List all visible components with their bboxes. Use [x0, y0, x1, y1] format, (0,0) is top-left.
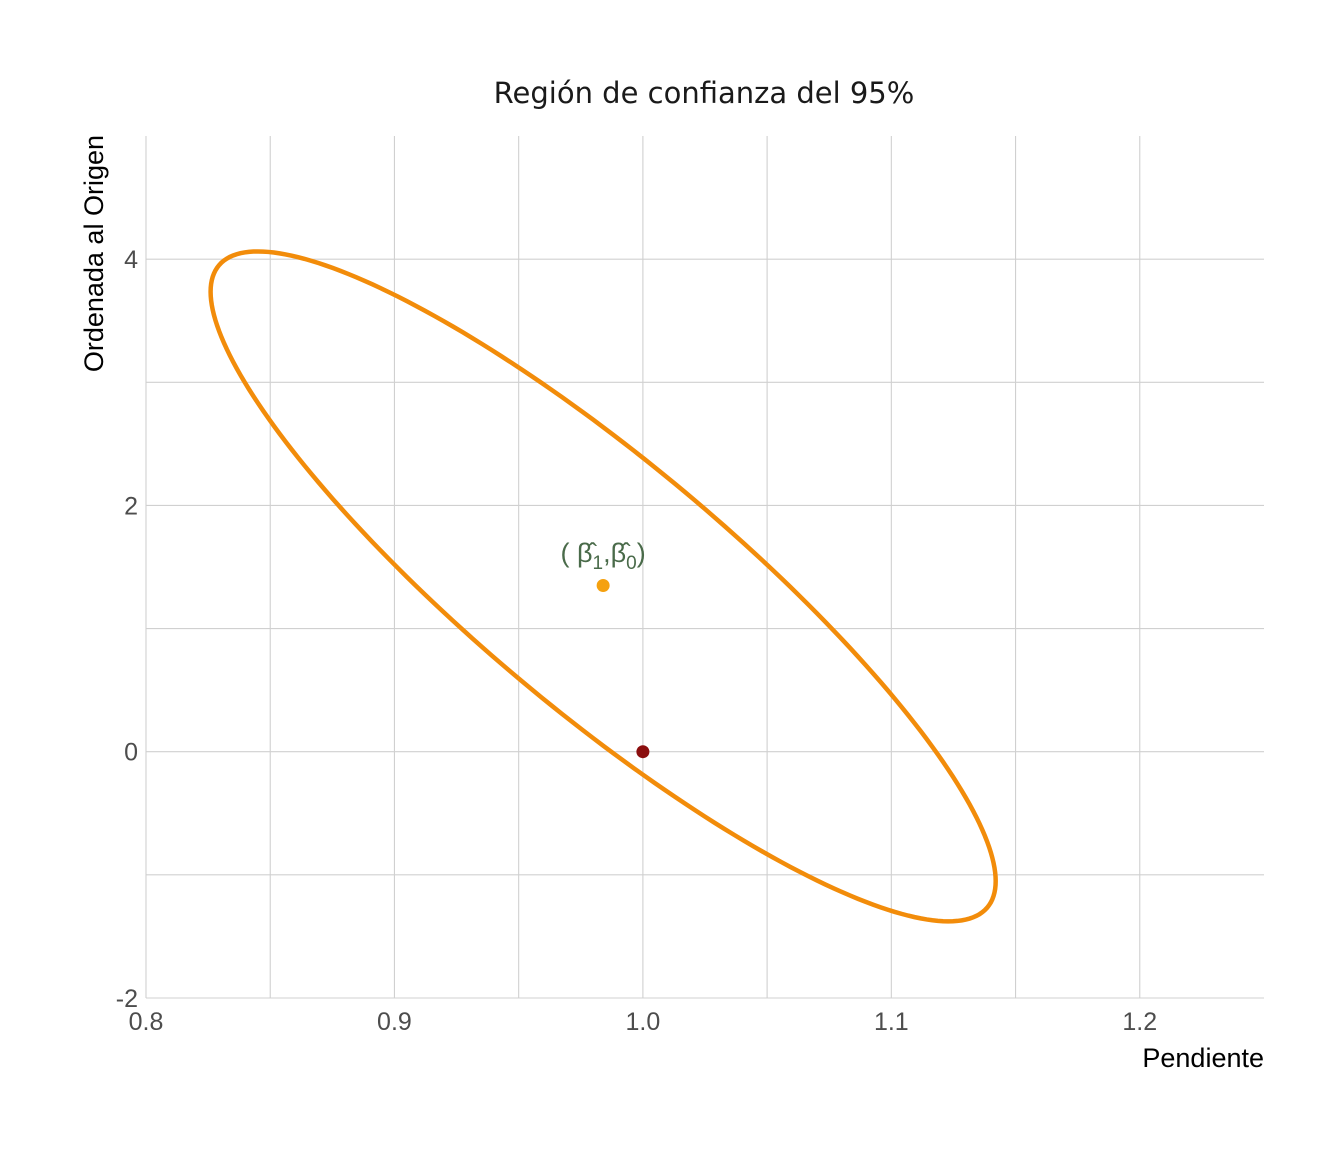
annotation-open-paren: ( — [561, 538, 578, 568]
annotation-subscript-0: 0 — [626, 553, 637, 574]
grid-lines — [145, 136, 1264, 999]
annotation-subscript-1: 1 — [593, 553, 604, 574]
annotation-close-paren: ) — [637, 538, 646, 568]
estimate-annotation: ( β̂1,β̂0) — [561, 538, 646, 574]
true-value-point — [636, 745, 650, 759]
y-tick-label: 0 — [124, 739, 138, 767]
annotation-comma: , — [603, 538, 611, 568]
y-tick-label: -2 — [116, 985, 138, 1013]
y-axis-title: Ordenada al Origen — [79, 135, 109, 372]
x-tick-label: 0.8 — [129, 1008, 164, 1036]
estimate-point — [596, 578, 610, 592]
x-tick-label: 1.1 — [874, 1008, 909, 1036]
chart-title: Región de confianza del 95% — [494, 76, 915, 110]
annotation-beta1-hat: β̂ — [577, 538, 598, 568]
confidence-ellipse — [208, 249, 998, 924]
points-layer — [596, 578, 650, 759]
x-axis-tick-labels: 0.8 0.9 1.0 1.1 1.2 — [129, 1008, 1158, 1036]
confidence-ellipse-layer — [208, 249, 998, 924]
y-axis-tick-labels: -2 0 2 4 — [116, 246, 138, 1013]
y-tick-label: 4 — [124, 246, 138, 274]
x-tick-label: 1.0 — [626, 1008, 661, 1036]
x-tick-label: 0.9 — [377, 1008, 412, 1036]
x-axis-title: Pendiente — [1142, 1043, 1264, 1073]
y-tick-label: 2 — [124, 492, 138, 520]
annotation-beta0-hat: β̂ — [611, 538, 632, 568]
x-tick-label: 1.2 — [1122, 1008, 1157, 1036]
